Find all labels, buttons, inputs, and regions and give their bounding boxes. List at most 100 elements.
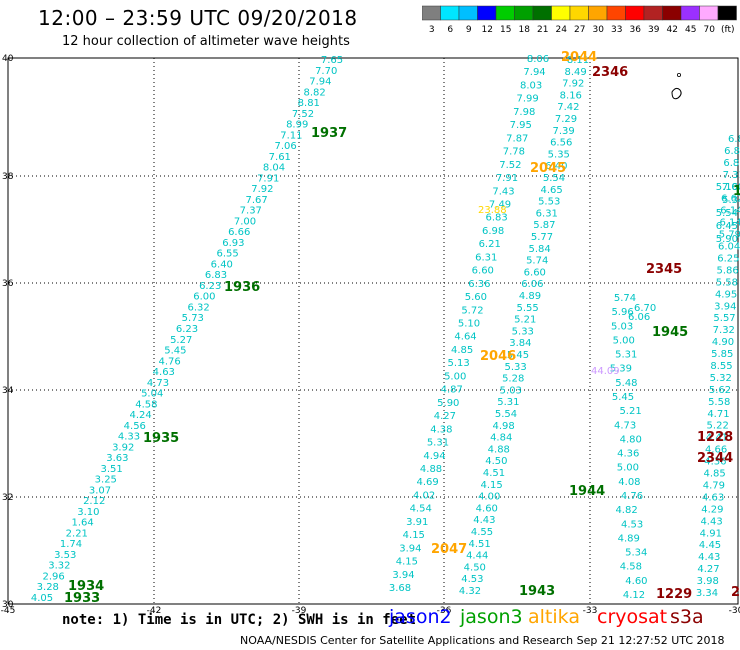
wave-height-value: 4.36 — [704, 457, 726, 468]
wave-height-value: 7.95 — [510, 120, 532, 131]
latitude-tick-label: 34 — [2, 386, 14, 396]
wave-height-value: 4.43 — [698, 552, 720, 563]
map-frame — [7, 57, 739, 605]
wave-height-value: 7.32 — [713, 325, 735, 336]
wave-height-value: 4.32 — [459, 586, 481, 597]
track-time-label: 1933 — [64, 591, 100, 606]
wave-height-value: 4.76 — [621, 491, 643, 502]
legend-swatch — [458, 5, 478, 21]
wave-height-value: 4.60 — [476, 503, 498, 514]
wave-height-value: 4.60 — [625, 576, 647, 587]
wave-height-value: 8.11 — [567, 55, 589, 66]
wave-height-value: 4.51 — [468, 539, 490, 550]
wave-height-value: 5.31 — [427, 438, 449, 449]
wave-height-value: 5.74 — [526, 256, 548, 267]
wave-height-value: 4.69 — [416, 477, 438, 488]
wave-height-value: 4.36 — [617, 449, 639, 460]
wave-height-value: 3.94 — [714, 301, 736, 312]
wave-height-value: 3.68 — [389, 583, 411, 594]
track-time-label: 2346 — [592, 65, 628, 80]
wave-height-value: 5.74 — [614, 293, 636, 304]
island-outline — [671, 87, 682, 100]
wave-height-value: 7.39 — [552, 126, 574, 137]
wave-height-value: 4.12 — [623, 590, 645, 601]
longitude-tick-label: -33 — [583, 606, 598, 616]
wave-height-value: 6.21 — [479, 239, 501, 250]
legend-swatch — [532, 5, 552, 21]
wave-height-value: 7.52 — [499, 160, 521, 171]
wave-height-value: 4.90 — [712, 337, 734, 348]
wave-height-value: 4.65 — [540, 185, 562, 196]
legend-label: 18 — [519, 25, 531, 35]
wave-height-value: 5.31 — [497, 397, 519, 408]
wave-height-value: 4.88 — [420, 464, 442, 475]
track-time-label: 1937 — [311, 126, 347, 141]
wave-height-value: 4.87 — [441, 385, 463, 396]
wave-height-value: 4.80 — [620, 434, 642, 445]
wave-height-value: 5.35 — [548, 149, 570, 160]
wave-height-value: 6.60 — [472, 266, 494, 277]
wave-height-value: 7.42 — [557, 102, 579, 113]
wave-height-value: 5.45 — [507, 350, 529, 361]
wave-height-value: 6.06 — [521, 279, 543, 290]
track-time-label: 1229 — [656, 587, 692, 602]
legend-swatch — [643, 5, 663, 21]
wave-height-value: 5.3 — [722, 195, 738, 206]
legend-label: 36 — [630, 25, 642, 35]
legend-label: 6 — [447, 25, 453, 35]
wave-height-value: 4.82 — [615, 505, 637, 516]
legend-label: 24 — [556, 25, 568, 35]
wave-height-value: 6.84 — [724, 146, 740, 157]
latitude-tick-label: 36 — [2, 279, 14, 289]
wave-height-value: 4.05 — [31, 593, 53, 604]
longitude-tick-label: -30 — [729, 606, 740, 616]
wave-height-value: 4.95 — [715, 289, 737, 300]
wave-height-value: 4.66 — [705, 445, 727, 456]
wave-height-value: 5.00 — [444, 371, 466, 382]
track-time-label: 6.06 — [628, 312, 650, 323]
wave-height-value: 1.64 — [71, 518, 93, 529]
track-time-label: 2 — [731, 585, 740, 600]
wave-height-value: 4.58 — [620, 562, 642, 573]
wave-height-value: 4.44 — [466, 551, 488, 562]
wave-height-value: 8.03 — [520, 80, 542, 91]
wave-height-value: 5.03 — [500, 385, 522, 396]
wave-height-value: 4.85 — [703, 469, 725, 480]
wave-height-value: 5.32 — [710, 373, 732, 384]
track-time-label: 6.70 — [634, 303, 656, 314]
wave-height-value: 6.55 — [216, 249, 238, 260]
wave-height-value: 5.45 — [164, 346, 186, 357]
wave-height-value: 6.83 — [205, 270, 227, 281]
wave-height-value: 6.31 — [475, 252, 497, 263]
legend-label: 12 — [482, 25, 493, 35]
legend-swatch — [699, 5, 719, 21]
wave-height-value: 4.15 — [480, 480, 502, 491]
wave-height-value: 4.27 — [697, 564, 719, 575]
wave-height-value: 5.60 — [465, 292, 487, 303]
legend-swatch — [625, 5, 645, 21]
track-time-label: 1943 — [519, 584, 555, 599]
wave-height-value: 5.54 — [495, 409, 517, 420]
wave-height-value: 5.96 — [611, 307, 633, 318]
wave-height-value: 6.98 — [482, 226, 504, 237]
legend-swatch — [717, 5, 737, 21]
satellite-legend-cryosat: cryosat — [597, 606, 668, 628]
wave-height-value: 5.86 — [716, 265, 738, 276]
wave-height-value: 7.00 — [722, 182, 740, 193]
wave-height-value: 6.93 — [222, 238, 244, 249]
legend-swatch — [440, 5, 460, 21]
wave-height-value: 5.48 — [615, 378, 637, 389]
wave-height-value: 8.99 — [286, 120, 308, 131]
wave-height-value: 5.84 — [528, 244, 550, 255]
wave-height-value: 6.14 — [720, 206, 740, 217]
wave-height-value: 3.51 — [100, 464, 122, 475]
wave-height-value: 3.10 — [77, 507, 99, 518]
wave-height-value: 4.88 — [488, 444, 510, 455]
latitude-tick-label: 30 — [2, 600, 14, 610]
wave-height-value: 6.31 — [536, 208, 558, 219]
track-time-label: 1936 — [224, 280, 260, 295]
wave-height-value: 8.49 — [564, 67, 586, 78]
wave-height-value: 7.65 — [321, 55, 343, 66]
longitude-tick-label: -45 — [1, 606, 16, 616]
legend-swatch — [606, 5, 626, 21]
